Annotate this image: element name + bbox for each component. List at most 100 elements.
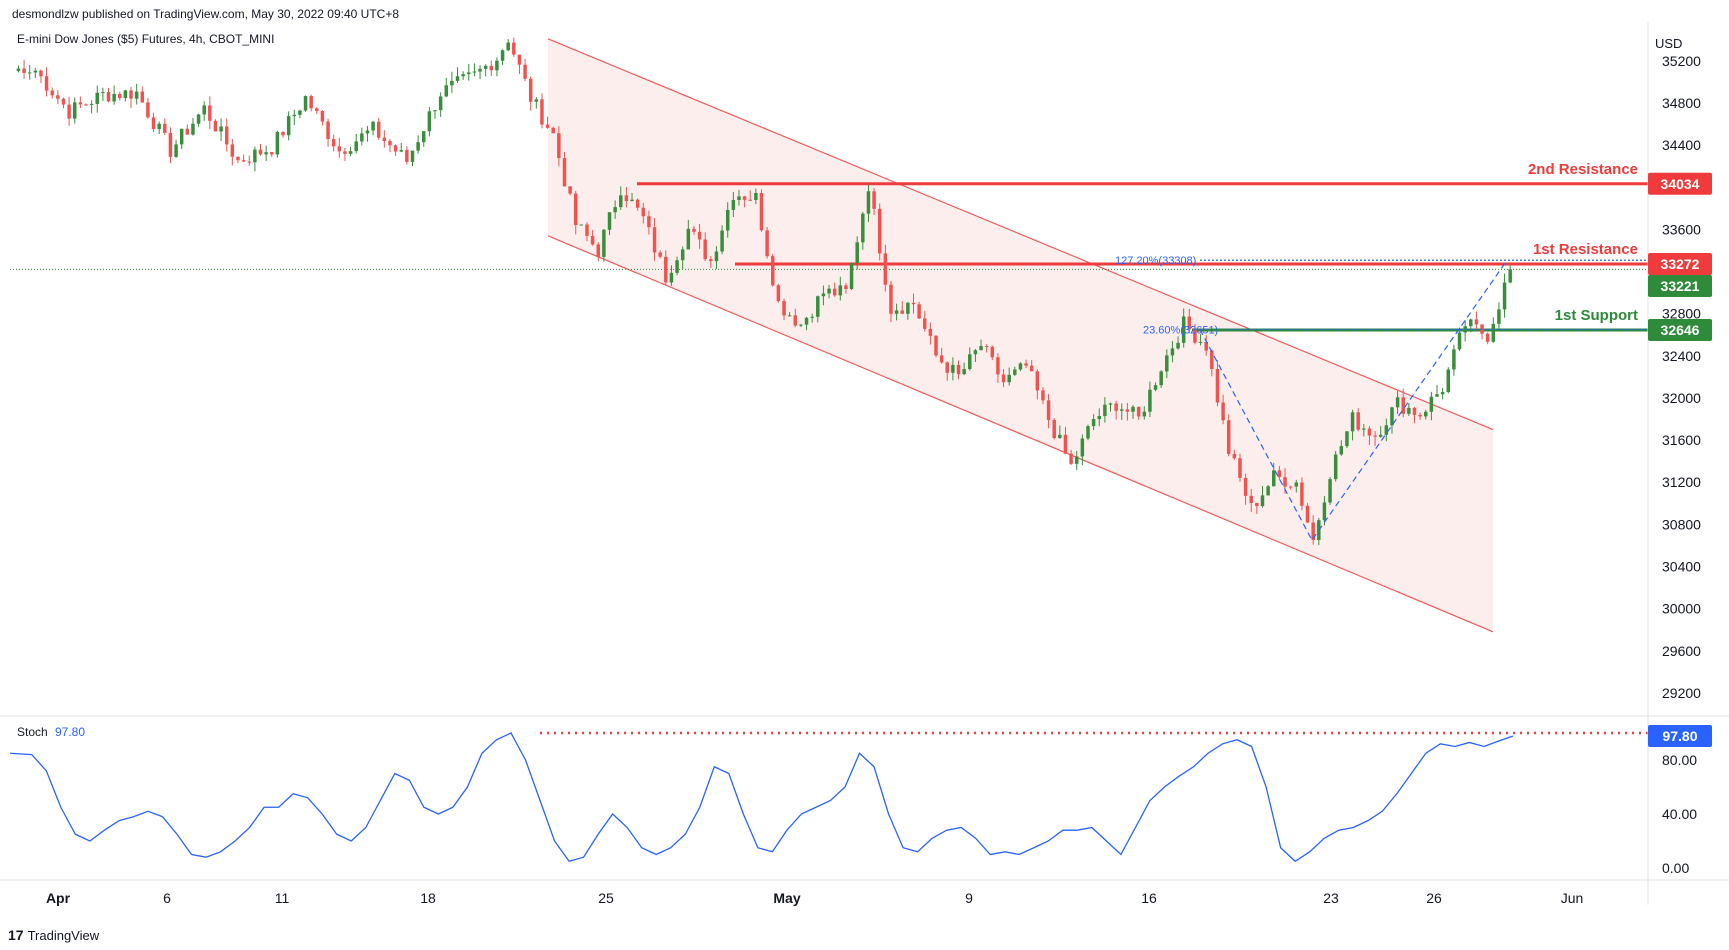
candle-body xyxy=(1181,316,1186,343)
candle-body xyxy=(461,74,465,77)
candle-body xyxy=(1215,369,1220,403)
candle-body xyxy=(1266,486,1270,496)
candle-body xyxy=(348,151,353,154)
candle-body xyxy=(163,123,167,133)
candle-body xyxy=(765,230,769,257)
candle-body xyxy=(1035,371,1040,391)
candle-body xyxy=(382,137,387,141)
candle-body xyxy=(1001,374,1006,383)
candle-body xyxy=(1418,414,1422,417)
candle-body xyxy=(1362,428,1366,430)
candle-body xyxy=(1193,329,1197,343)
candle-body xyxy=(1322,502,1327,521)
y-tick-label: 31600 xyxy=(1662,432,1701,448)
stoch-badge xyxy=(1648,724,1712,747)
candle-body xyxy=(1384,425,1389,435)
candle-body xyxy=(478,68,482,72)
candle-body xyxy=(1452,349,1456,370)
candle-body xyxy=(1378,434,1383,437)
footer-brand[interactable]: 17 TradingView xyxy=(8,927,99,943)
candle-body xyxy=(236,156,240,161)
candle-body xyxy=(759,192,764,231)
candle-body xyxy=(1243,477,1248,496)
candle-body xyxy=(861,213,865,243)
price-badge xyxy=(1648,275,1712,298)
candle-body xyxy=(1187,316,1192,330)
candle-body xyxy=(827,288,831,294)
candle-body xyxy=(213,120,218,132)
candle-body xyxy=(776,285,781,302)
footer-brand-label: TradingView xyxy=(27,927,100,943)
candle-body xyxy=(433,110,437,112)
candle-body xyxy=(1435,394,1439,397)
candle-body xyxy=(540,99,544,125)
candle-body xyxy=(230,144,235,157)
candle-body xyxy=(928,328,933,336)
published-line: desmondlzw published on TradingView.com,… xyxy=(12,7,400,21)
candle-body xyxy=(709,259,713,262)
candle-body xyxy=(67,104,71,119)
candle-body xyxy=(422,131,426,143)
overlay-layer: 127.20%(33308) 23.60%(32651) xyxy=(1115,255,1648,542)
candle-body xyxy=(1136,406,1141,417)
axes-layer: 3520034800344003360033200328003240032000… xyxy=(0,22,1729,906)
candle-body xyxy=(911,302,916,305)
candle-body xyxy=(354,141,358,152)
candle-body xyxy=(1333,454,1338,480)
price-badge-label: 32646 xyxy=(1661,322,1700,338)
candle-body xyxy=(1086,426,1090,439)
candle-body xyxy=(737,196,741,200)
candle-body xyxy=(1440,392,1445,395)
stoch-tick-label: 40.00 xyxy=(1662,806,1697,822)
x-tick-label: 11 xyxy=(275,890,290,906)
candle-body xyxy=(438,96,443,111)
candle-body xyxy=(1272,470,1276,487)
candle-body xyxy=(376,121,381,138)
stoch-line xyxy=(9,732,1514,863)
candle-body xyxy=(1485,333,1490,342)
candle-body xyxy=(281,131,285,136)
candle-body xyxy=(1221,402,1225,421)
candle-body xyxy=(1024,363,1028,366)
candle-body xyxy=(1210,350,1214,370)
candle-body xyxy=(455,76,460,81)
candle-body xyxy=(1356,412,1360,430)
candle-body xyxy=(275,131,280,155)
candle-body xyxy=(472,71,477,73)
candle-body xyxy=(1029,365,1034,372)
candle-body xyxy=(692,228,696,232)
candle-body xyxy=(900,310,904,314)
candle-body xyxy=(512,42,516,55)
candle-body xyxy=(894,310,899,314)
candle-body xyxy=(934,335,938,356)
candles-layer xyxy=(16,37,1512,546)
candle-body xyxy=(1052,420,1056,439)
candle-body xyxy=(624,195,629,202)
candle-body xyxy=(489,65,494,71)
candle-body xyxy=(810,316,814,318)
candle-body xyxy=(208,105,212,121)
candle-body xyxy=(1474,319,1479,325)
y-tick-label: 34800 xyxy=(1662,95,1701,111)
candle-body xyxy=(658,252,662,257)
y-tick-label: 30800 xyxy=(1662,516,1701,532)
candle-body xyxy=(1277,470,1282,478)
candle-body xyxy=(1046,400,1051,421)
level-label: 1st Resistance xyxy=(1533,241,1638,258)
channel-fill xyxy=(548,38,1493,632)
candle-body xyxy=(393,145,398,152)
candle-body xyxy=(923,318,927,329)
candle-body xyxy=(270,152,274,155)
y-tick-label: 32400 xyxy=(1662,348,1701,364)
candle-body xyxy=(669,272,674,283)
candle-body xyxy=(56,95,60,99)
candle-body xyxy=(973,350,978,355)
candle-body xyxy=(106,92,111,102)
candle-body xyxy=(816,296,820,317)
candle-body xyxy=(1255,503,1259,507)
candle-body xyxy=(686,228,691,250)
candle-body xyxy=(1260,495,1265,507)
candle-body xyxy=(72,102,77,119)
candle-body xyxy=(748,199,752,201)
